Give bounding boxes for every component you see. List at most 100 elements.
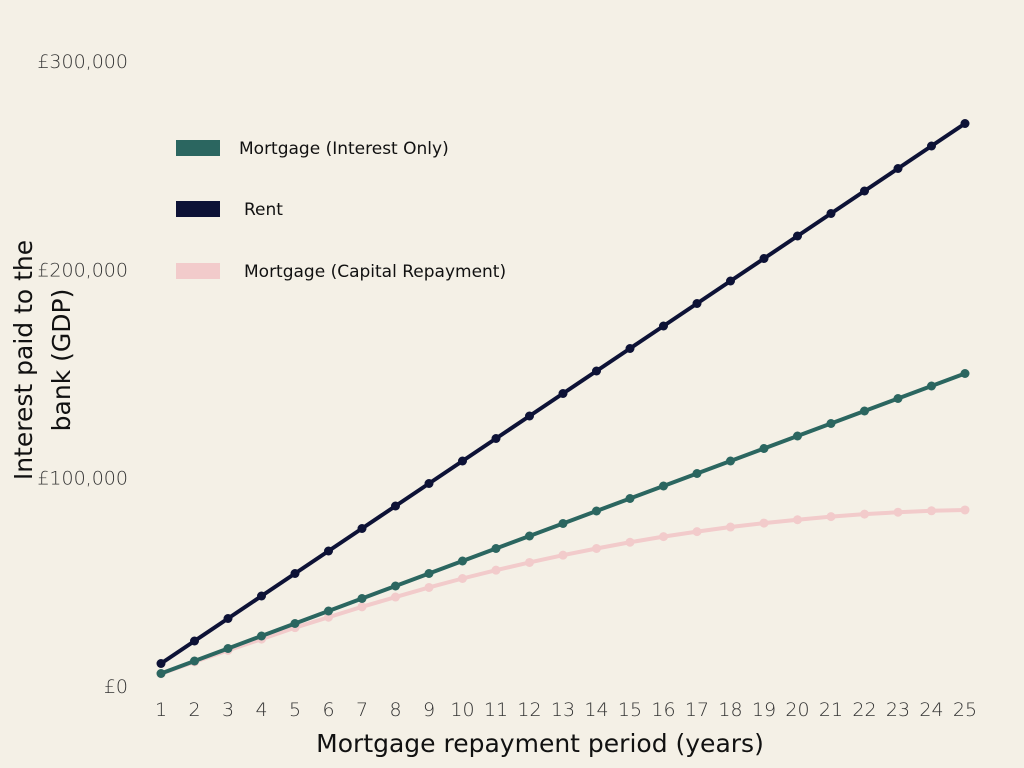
y-axis-label-line1: Interest paid to the bbox=[9, 240, 38, 480]
x-tick-label: 13 bbox=[551, 699, 575, 721]
data-point bbox=[525, 531, 534, 541]
legend-label: Mortgage (Capital Repayment) bbox=[244, 262, 506, 282]
y-tick-label: £100,000 bbox=[37, 468, 128, 490]
series-2 bbox=[156, 505, 970, 679]
data-point bbox=[558, 519, 568, 528]
data-point bbox=[860, 406, 869, 416]
x-tick-label: 19 bbox=[752, 699, 776, 721]
legend-label: Rent bbox=[244, 200, 283, 220]
data-point bbox=[324, 606, 333, 616]
data-point bbox=[491, 565, 501, 575]
data-point bbox=[324, 612, 333, 622]
data-point bbox=[290, 619, 300, 628]
data-point bbox=[726, 522, 735, 532]
data-point bbox=[893, 164, 903, 173]
legend-item: Rent bbox=[176, 200, 283, 220]
y-axis-label-line2: bank (GDP) bbox=[47, 289, 76, 432]
data-point bbox=[927, 506, 936, 516]
data-point bbox=[826, 512, 836, 522]
data-point bbox=[525, 411, 534, 421]
data-point bbox=[893, 507, 903, 517]
x-tick-label: 10 bbox=[450, 699, 474, 721]
data-point bbox=[357, 602, 367, 612]
data-point bbox=[223, 614, 233, 623]
x-tick-label: 7 bbox=[356, 699, 368, 721]
x-tick-label: 24 bbox=[919, 699, 943, 721]
data-point bbox=[391, 501, 400, 511]
data-point bbox=[860, 509, 869, 519]
data-point bbox=[491, 544, 501, 553]
data-point bbox=[893, 394, 903, 403]
data-point bbox=[860, 186, 869, 196]
data-point bbox=[759, 254, 769, 263]
x-tick-label: 5 bbox=[289, 699, 301, 721]
data-point bbox=[525, 557, 534, 567]
data-point bbox=[424, 582, 434, 592]
data-point bbox=[592, 506, 601, 516]
data-point bbox=[692, 527, 702, 537]
data-point bbox=[927, 381, 936, 391]
data-point bbox=[391, 581, 400, 591]
data-point bbox=[190, 636, 199, 646]
data-point bbox=[290, 569, 300, 578]
x-tick-label: 9 bbox=[423, 699, 435, 721]
legend-swatch bbox=[176, 263, 220, 279]
data-point bbox=[793, 431, 802, 441]
data-point bbox=[391, 592, 400, 602]
data-point bbox=[257, 591, 266, 601]
data-point bbox=[156, 659, 166, 668]
y-tick-label: £0 bbox=[104, 676, 128, 698]
data-point bbox=[927, 141, 936, 151]
legend-item: Mortgage (Interest Only) bbox=[176, 139, 449, 159]
x-axis-label: Mortgage repayment period (years) bbox=[316, 729, 764, 758]
data-point bbox=[257, 631, 266, 641]
series-1 bbox=[156, 119, 970, 668]
series-0 bbox=[156, 369, 970, 678]
data-point bbox=[625, 494, 635, 503]
data-point bbox=[223, 644, 233, 653]
data-point bbox=[324, 546, 333, 556]
data-point bbox=[960, 369, 970, 378]
legend-item: Mortgage (Capital Repayment) bbox=[176, 262, 506, 282]
data-point bbox=[726, 456, 735, 466]
data-point bbox=[793, 231, 802, 241]
data-point bbox=[793, 515, 802, 525]
data-point bbox=[156, 669, 166, 678]
data-point bbox=[424, 569, 434, 578]
x-tick-label: 4 bbox=[255, 699, 267, 721]
x-tick-label: 20 bbox=[785, 699, 809, 721]
data-point bbox=[659, 481, 668, 491]
data-point bbox=[458, 574, 467, 583]
x-tick-label: 25 bbox=[953, 699, 977, 721]
data-point bbox=[190, 656, 199, 666]
data-point bbox=[592, 544, 601, 553]
data-point bbox=[357, 524, 367, 533]
x-tick-label: 21 bbox=[819, 699, 843, 721]
data-point bbox=[826, 209, 836, 218]
x-tick-label: 17 bbox=[685, 699, 709, 721]
x-tick-label: 11 bbox=[484, 699, 508, 721]
x-tick-label: 3 bbox=[222, 699, 234, 721]
data-point bbox=[659, 532, 668, 542]
x-tick-label: 2 bbox=[188, 699, 200, 721]
x-tick-label: 16 bbox=[651, 699, 675, 721]
data-point bbox=[692, 469, 702, 478]
data-point bbox=[558, 550, 568, 560]
data-point bbox=[659, 321, 668, 331]
data-point bbox=[960, 505, 970, 515]
legend-swatch bbox=[176, 201, 220, 217]
legend-swatch bbox=[176, 140, 220, 156]
y-tick-label: £300,000 bbox=[37, 51, 128, 73]
data-point bbox=[960, 119, 970, 128]
x-tick-label: 14 bbox=[584, 699, 608, 721]
data-point bbox=[625, 344, 635, 353]
data-point bbox=[458, 556, 467, 566]
data-point bbox=[726, 276, 735, 286]
data-point bbox=[424, 479, 434, 488]
x-tick-label: 1 bbox=[155, 699, 167, 721]
x-tick-label: 22 bbox=[852, 699, 876, 721]
data-point bbox=[458, 456, 467, 466]
x-tick-label: 12 bbox=[517, 699, 541, 721]
data-point bbox=[759, 444, 769, 453]
